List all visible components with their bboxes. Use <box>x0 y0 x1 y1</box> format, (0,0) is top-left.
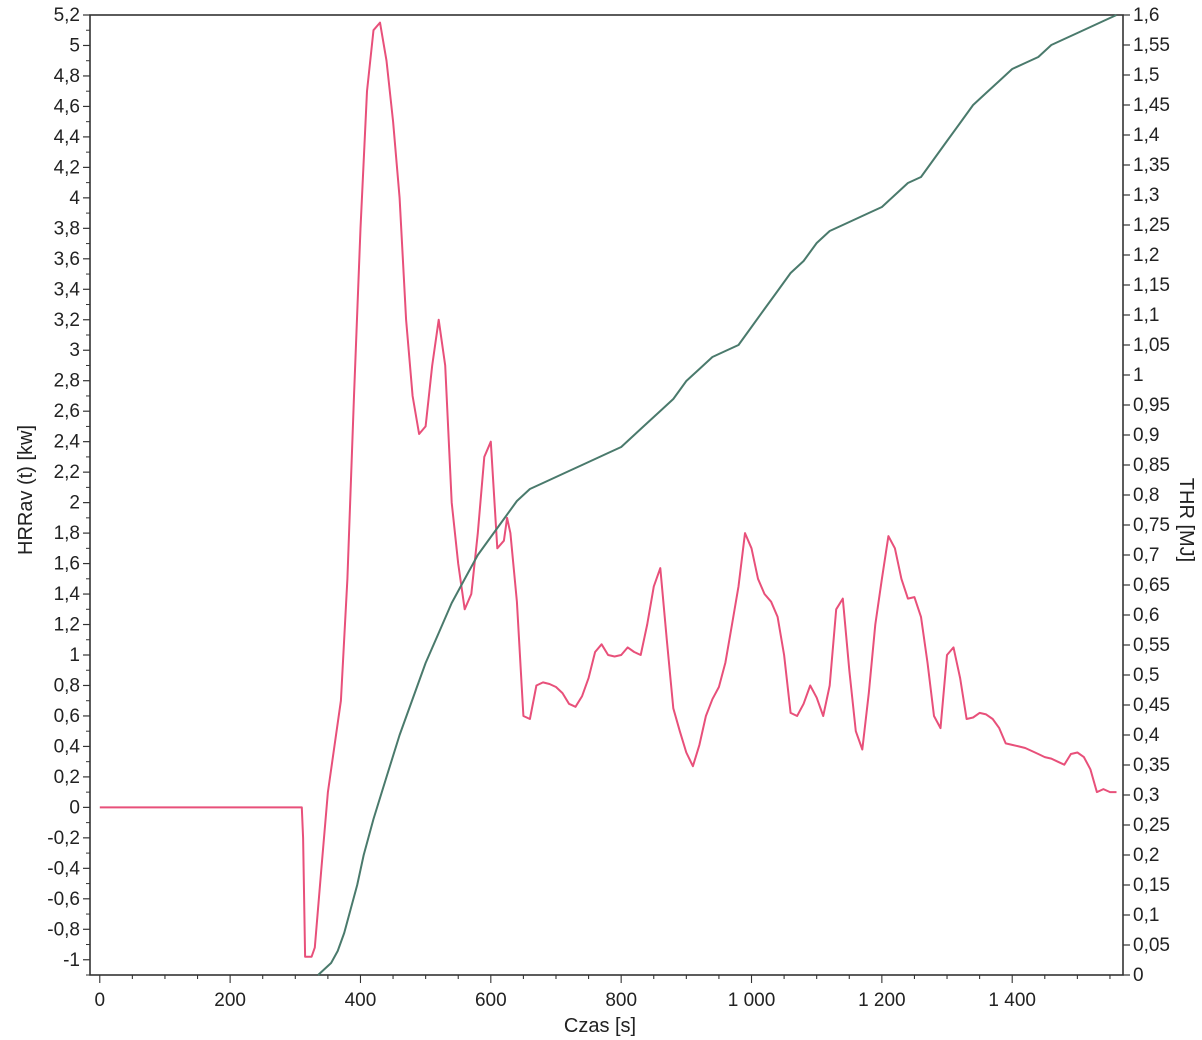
left-tick-label: 1 <box>69 645 80 666</box>
left-tick-label: -0,6 <box>47 889 80 910</box>
left-tick-label: 1,6 <box>54 554 80 575</box>
right-tick-label: 1,5 <box>1133 65 1159 86</box>
right-tick-label: 1,05 <box>1133 335 1170 356</box>
thr-series-line <box>317 14 1117 976</box>
right-tick-label: 0,05 <box>1133 935 1170 956</box>
right-tick-label: 0,75 <box>1133 515 1170 536</box>
left-tick-label: 3,8 <box>54 218 80 239</box>
left-tick-label: 4,2 <box>54 157 80 178</box>
left-tick-label: 3 <box>69 340 80 361</box>
right-tick-label: 1,55 <box>1133 35 1170 56</box>
plot-frame <box>89 14 1124 976</box>
right-tick-label: 0,2 <box>1133 845 1159 866</box>
left-tick-label: 4,4 <box>54 127 81 148</box>
left-tick-label: 0,8 <box>54 675 80 696</box>
right-tick-label: 1,1 <box>1133 305 1159 326</box>
left-tick-label: 0,6 <box>54 706 80 727</box>
right-tick-label: 0,4 <box>1133 725 1160 746</box>
left-tick-label: 2,2 <box>54 462 80 483</box>
x-axis-ticks: 0 200 400 600 800 1 000 1 200 1 400 <box>94 975 1111 1011</box>
right-tick-label: 1,4 <box>1133 125 1160 146</box>
left-tick-label: 4,6 <box>54 96 80 117</box>
left-tick-label: 0,4 <box>54 736 81 757</box>
left-tick-label: 3,6 <box>54 249 80 270</box>
right-tick-label: 0,65 <box>1133 575 1170 596</box>
left-tick-label: 2,6 <box>54 401 80 422</box>
right-tick-label: 1,15 <box>1133 275 1170 296</box>
right-tick-label: 1 <box>1133 365 1144 386</box>
left-tick-label: -1 <box>63 950 80 971</box>
left-tick-label: 1,2 <box>54 615 80 636</box>
right-tick-label: 0,35 <box>1133 755 1170 776</box>
left-tick-label: 3,2 <box>54 310 80 331</box>
left-tick-label: -0,8 <box>47 919 80 940</box>
left-tick-label: 0,2 <box>54 767 80 788</box>
x-tick-label: 1 000 <box>728 990 776 1011</box>
right-tick-label: 1,6 <box>1133 5 1159 26</box>
x-tick-label: 200 <box>214 990 246 1011</box>
left-tick-label: -0,2 <box>47 828 80 849</box>
right-tick-label: 0,95 <box>1133 395 1170 416</box>
x-tick-label: 600 <box>475 990 507 1011</box>
left-tick-label: 4,8 <box>54 66 80 87</box>
right-tick-label: 0,9 <box>1133 425 1159 446</box>
right-tick-label: 1,35 <box>1133 155 1170 176</box>
left-tick-label: 4 <box>69 188 80 209</box>
right-tick-label: 0,25 <box>1133 815 1170 836</box>
right-tick-label: 0,15 <box>1133 875 1170 896</box>
right-tick-label: 0,6 <box>1133 605 1159 626</box>
right-axis-ticks: 1,6 1,55 1,5 1,45 1,4 1,35 1,3 1,25 1,2 1,15 1,1 1,… <box>1123 5 1170 986</box>
left-axis-ticks: 5,2 5 4,8 4,6 4,4 4,2 4 3,8 3,6 3,4 3,2 3 2,8 2,6 2,4 2… <box>47 5 90 976</box>
right-tick-label: 1,3 <box>1133 185 1159 206</box>
hrr-series-line <box>99 21 1117 958</box>
right-tick-label: 0,45 <box>1133 695 1170 716</box>
left-tick-label: 2,4 <box>54 432 81 453</box>
left-tick-label: 2,8 <box>54 371 80 392</box>
x-tick-label: 1 400 <box>988 990 1036 1011</box>
left-tick-label: 1,8 <box>54 523 80 544</box>
series-layer <box>99 14 1117 976</box>
right-tick-label: 1,45 <box>1133 95 1170 116</box>
right-tick-label: 1,2 <box>1133 245 1159 266</box>
right-tick-label: 0,3 <box>1133 785 1159 806</box>
left-tick-label: 0 <box>69 797 80 818</box>
x-tick-label: 800 <box>605 990 637 1011</box>
x-tick-label: 400 <box>345 990 377 1011</box>
right-tick-label: 0,7 <box>1133 545 1159 566</box>
left-tick-label: 2 <box>69 493 80 514</box>
left-tick-label: -0,4 <box>47 858 80 879</box>
left-tick-label: 5,2 <box>54 5 80 26</box>
right-tick-label: 1,25 <box>1133 215 1170 236</box>
right-tick-label: 0 <box>1133 965 1144 986</box>
left-axis-title: HRRav (t) [kw] <box>15 425 37 555</box>
right-tick-label: 0,5 <box>1133 665 1159 686</box>
x-axis-title: Czas [s] <box>564 1015 636 1037</box>
left-tick-label: 3,4 <box>54 279 81 300</box>
right-tick-label: 0,55 <box>1133 635 1170 656</box>
right-axis-title: THR [MJ] <box>1175 478 1197 562</box>
x-tick-label: 0 <box>94 990 105 1011</box>
left-tick-label: 1,4 <box>54 584 81 605</box>
right-tick-label: 0,1 <box>1133 905 1159 926</box>
right-tick-label: 0,85 <box>1133 455 1170 476</box>
right-tick-label: 0,8 <box>1133 485 1159 506</box>
x-tick-label: 1 200 <box>858 990 906 1011</box>
left-tick-label: 5 <box>69 35 80 56</box>
axes-group <box>89 14 1124 976</box>
